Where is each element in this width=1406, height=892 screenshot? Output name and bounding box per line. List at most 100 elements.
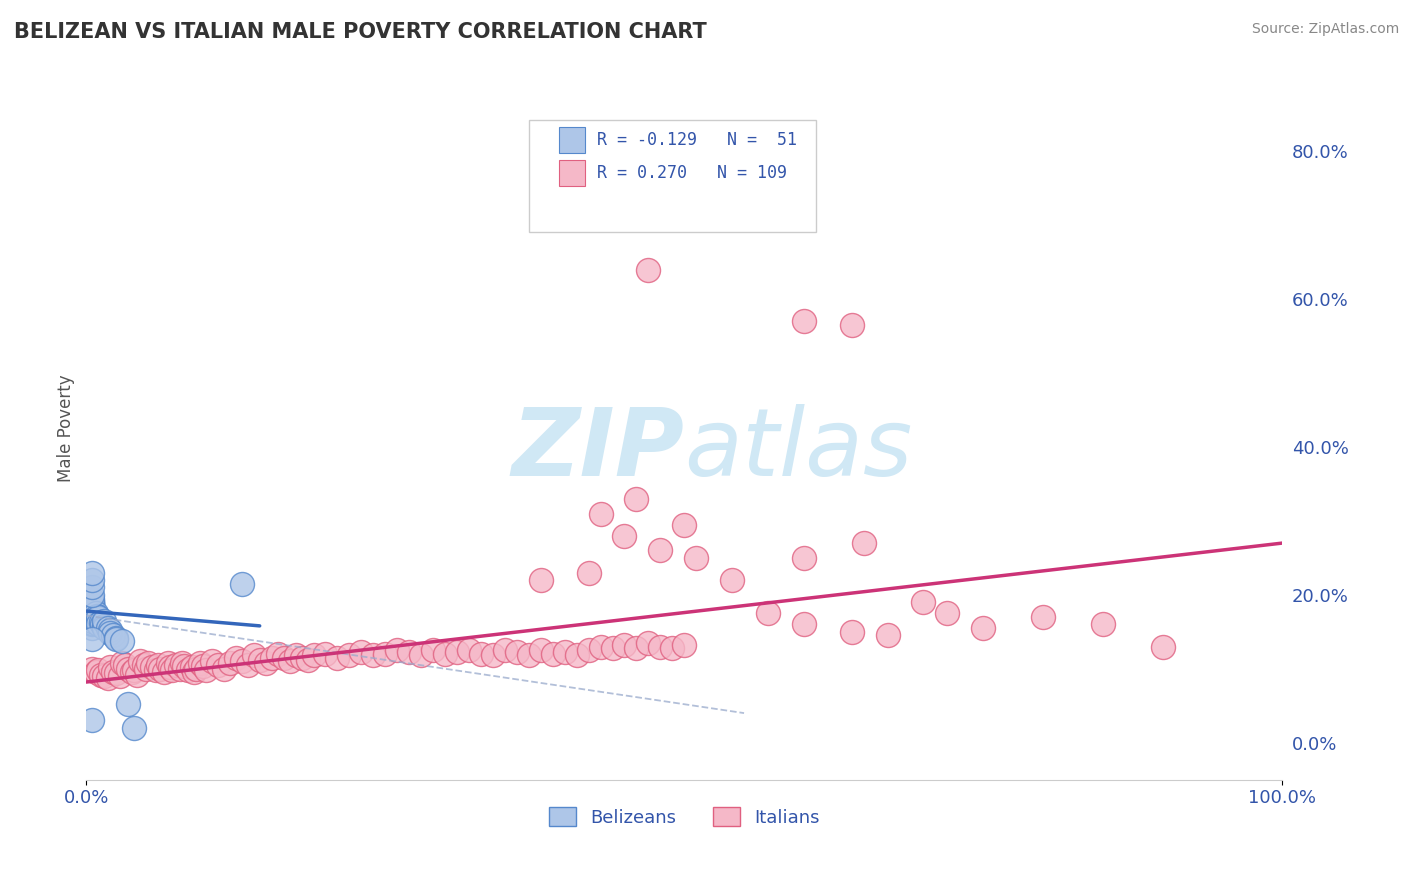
FancyBboxPatch shape (529, 120, 815, 232)
Point (98, 660, 121, 674)
Point (236, 658, 259, 673)
Point (111, 656, 134, 670)
Point (159, 660, 181, 674)
Point (173, 658, 195, 673)
Point (530, 643, 553, 657)
Point (273, 650, 295, 665)
Point (602, 641, 624, 656)
Point (756, 607, 779, 621)
Point (82, 598, 104, 612)
Point (82, 598, 104, 612)
Point (84, 665, 107, 680)
Point (661, 641, 683, 656)
Point (411, 648, 433, 663)
Point (278, 654, 301, 668)
Point (93, 621, 115, 635)
Point (105, 631, 128, 645)
Point (98, 624, 121, 638)
Point (86, 608, 108, 623)
Point (82, 615, 104, 630)
Point (721, 573, 744, 587)
Point (117, 662, 139, 676)
Point (249, 653, 271, 667)
Point (180, 660, 202, 674)
Point (482, 648, 505, 663)
Point (97, 671, 120, 685)
Point (290, 650, 312, 665)
Point (613, 638, 636, 652)
Point (82, 610, 104, 624)
Point (121, 665, 143, 680)
Point (125, 667, 148, 681)
Point (613, 529, 636, 543)
Text: ZIP: ZIP (512, 403, 685, 496)
Point (530, 573, 553, 587)
Point (339, 648, 361, 663)
FancyBboxPatch shape (558, 127, 585, 153)
Point (793, 550, 815, 565)
Point (297, 653, 319, 667)
Point (169, 662, 191, 676)
Point (284, 648, 307, 663)
Point (650, 640, 672, 654)
Point (82, 588, 104, 602)
Point (82, 573, 104, 587)
Point (82, 617, 104, 632)
Point (912, 595, 935, 609)
Point (145, 663, 167, 677)
Point (207, 658, 229, 673)
Point (326, 650, 349, 665)
Point (589, 640, 612, 654)
Point (186, 662, 208, 676)
Point (82, 593, 104, 607)
Point (93, 669, 115, 683)
Point (82, 621, 104, 635)
Point (97, 621, 120, 635)
Point (114, 658, 136, 673)
Point (470, 647, 492, 661)
Point (212, 662, 235, 676)
FancyBboxPatch shape (558, 160, 585, 186)
Point (87, 615, 110, 630)
Point (132, 658, 155, 673)
Text: Source: ZipAtlas.com: Source: ZipAtlas.com (1251, 22, 1399, 37)
Point (387, 643, 409, 657)
Point (122, 663, 145, 677)
Point (90, 617, 112, 632)
Point (177, 663, 200, 677)
Point (793, 314, 815, 328)
Point (82, 662, 104, 676)
Point (841, 624, 863, 639)
Point (165, 658, 187, 673)
Point (101, 628, 124, 642)
Point (188, 656, 211, 670)
Point (117, 697, 139, 711)
Point (201, 654, 224, 668)
Point (578, 643, 600, 657)
Point (129, 654, 152, 668)
Point (254, 656, 277, 670)
Point (156, 656, 179, 670)
Point (82, 599, 104, 614)
Point (87, 663, 110, 677)
Text: BELIZEAN VS ITALIAN MALE POVERTY CORRELATION CHART: BELIZEAN VS ITALIAN MALE POVERTY CORRELA… (14, 22, 707, 42)
Point (398, 645, 420, 659)
Point (589, 507, 612, 521)
Point (374, 647, 396, 661)
Point (82, 599, 104, 613)
Point (936, 607, 959, 621)
Point (170, 656, 193, 670)
Point (93, 614, 115, 628)
Point (626, 641, 648, 656)
Point (84, 607, 107, 621)
Point (141, 660, 163, 674)
Point (162, 663, 184, 677)
Point (111, 633, 134, 648)
Point (554, 645, 576, 659)
Point (87, 610, 110, 624)
Point (434, 647, 457, 661)
Point (82, 600, 104, 615)
Point (135, 662, 157, 676)
Point (84, 611, 107, 625)
Point (194, 663, 217, 677)
